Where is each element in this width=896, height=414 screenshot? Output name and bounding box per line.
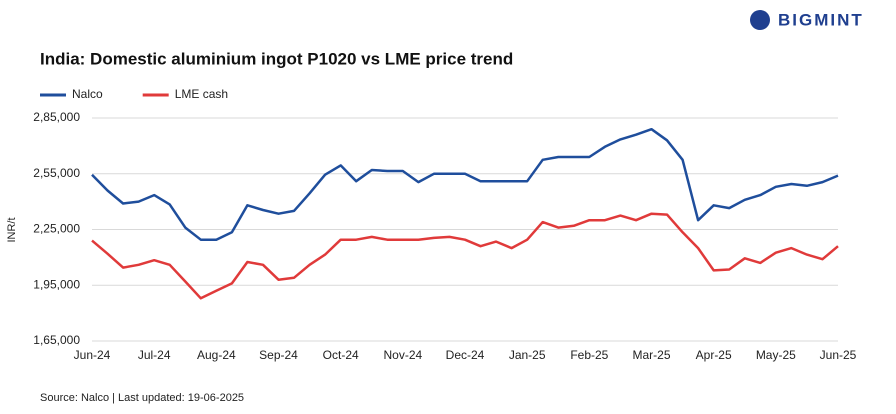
x-tick-label: Dec-24 (446, 348, 485, 362)
x-tick-label: Aug-24 (197, 348, 236, 362)
y-tick-label: 2,85,000 (33, 110, 80, 124)
x-tick-label: Oct-24 (323, 348, 359, 362)
x-tick-label: Jun-24 (74, 348, 111, 362)
x-tick-label: Apr-25 (696, 348, 732, 362)
y-axis-label: INR/t (6, 217, 18, 242)
logo-icon (750, 10, 770, 30)
x-tick-label: Jun-25 (820, 348, 857, 362)
x-tick-label: Jan-25 (509, 348, 546, 362)
series-line (91, 127, 839, 241)
x-tick-label: Mar-25 (632, 348, 670, 362)
series-line (91, 212, 839, 300)
x-tick-label: Feb-25 (570, 348, 608, 362)
y-tick-label: 2,55,000 (33, 166, 80, 180)
x-tick-label: Sep-24 (259, 348, 298, 362)
y-tick-label: 1,95,000 (33, 277, 80, 291)
logo-text: BIGMINT (778, 10, 864, 29)
x-tick-label: Nov-24 (383, 348, 422, 362)
y-tick-label: 2,25,000 (33, 222, 80, 236)
x-tick-label: May-25 (756, 348, 796, 362)
source: Source: Nalco | Last updated: 19-06-2025 (40, 392, 244, 404)
legend-label: LME cash (175, 87, 228, 101)
x-tick-label: Jul-24 (138, 348, 171, 362)
legend-label: Nalco (72, 87, 103, 101)
chart-title: India: Domestic aluminium ingot P1020 vs… (40, 49, 513, 68)
y-tick-label: 1,65,000 (33, 333, 80, 347)
logo: BIGMINT (750, 10, 864, 30)
